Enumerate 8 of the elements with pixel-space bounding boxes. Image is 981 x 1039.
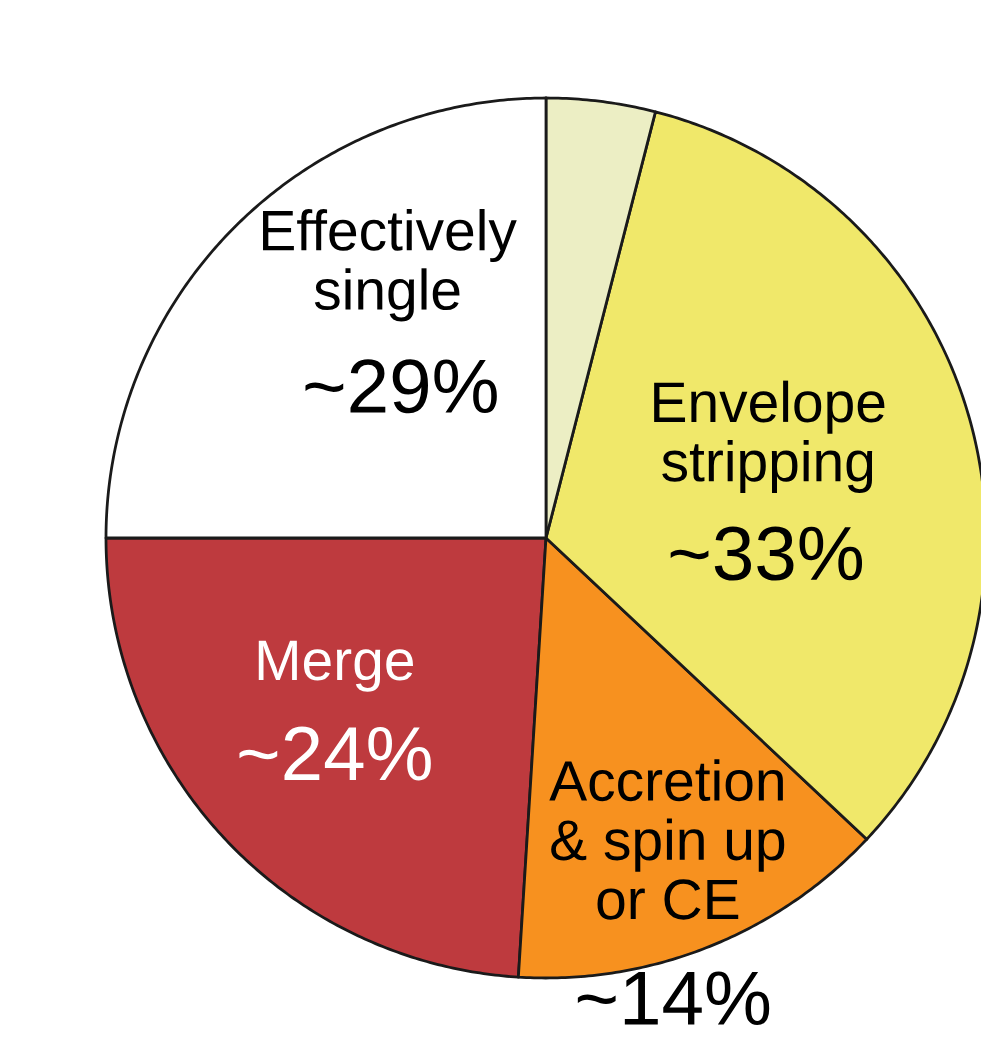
slice-label: Envelope stripping [654,380,885,493]
data-label: ~33% [670,526,863,581]
slice-label: Accretion & spin up or CE [549,759,785,920]
slice-label: Merge [258,640,413,692]
text: ~29% [305,359,497,414]
data-label: ~24% [239,726,431,781]
slice-label: Effectively single [263,209,517,322]
data-label: ~14% [577,971,770,1026]
